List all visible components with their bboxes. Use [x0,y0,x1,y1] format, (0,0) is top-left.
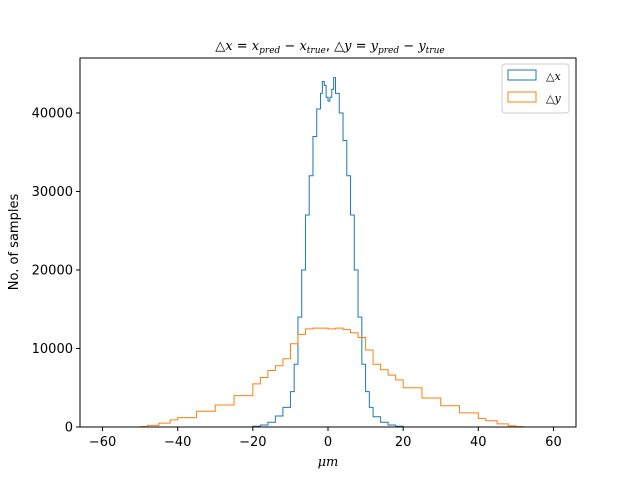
legend-frame [501,63,570,114]
series-dy-histogram [102,327,554,428]
x-tick-label: 60 [545,435,562,450]
chart-title: △x = xpred − xtrue, △y = ypred − ytrue [215,39,444,56]
legend-swatch-dx [507,69,537,81]
series-dx-histogram [102,77,554,428]
x-axis-label: μm [318,455,339,470]
x-tick-label: 0 [324,435,332,450]
y-tick-label: 0 [65,421,73,436]
y-axis: 0 10000 20000 30000 40000 [32,106,80,436]
x-tick-label: −20 [239,435,266,450]
legend: △x △y [501,63,570,114]
plot-area [102,77,554,428]
axes-frame [79,57,577,428]
y-tick-label: 40000 [32,106,73,121]
y-tick-label: 30000 [32,185,73,200]
x-tick-label: −60 [89,435,116,450]
x-axis: −60 −40 −20 0 20 40 60 [89,427,562,450]
x-tick-label: −40 [164,435,191,450]
legend-label-dx: △x [546,70,561,83]
x-tick-label: 40 [470,435,487,450]
legend-swatch-dy [507,91,537,103]
legend-label-dy: △y [546,92,561,105]
y-axis-label: No. of samples [7,194,22,291]
y-tick-label: 20000 [32,263,73,278]
y-tick-label: 10000 [32,342,73,357]
x-tick-label: 20 [395,435,412,450]
